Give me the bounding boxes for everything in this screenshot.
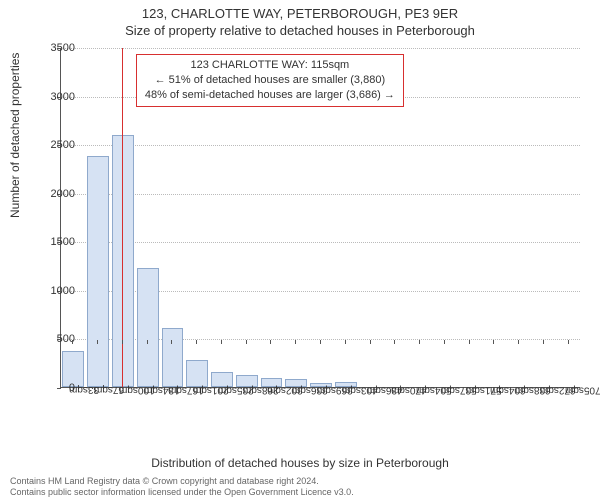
x-tick-mark xyxy=(568,340,569,344)
x-axis-label: Distribution of detached houses by size … xyxy=(0,456,600,470)
grid-line xyxy=(61,145,580,146)
marker-line xyxy=(122,48,123,387)
y-tick-label: 2000 xyxy=(35,188,75,200)
x-tick-mark xyxy=(518,340,519,344)
annotation-box: 123 CHARLOTTE WAY: 115sqm← 51% of detach… xyxy=(136,54,404,107)
y-tick-label: 1000 xyxy=(35,285,75,297)
grid-line xyxy=(61,242,580,243)
footer-line2: Contains public sector information licen… xyxy=(10,487,590,498)
bar xyxy=(162,328,184,387)
x-tick-mark xyxy=(72,340,73,344)
x-tick-mark xyxy=(122,340,123,344)
plot-area: 123 CHARLOTTE WAY: 115sqm← 51% of detach… xyxy=(60,48,580,388)
bar xyxy=(137,268,159,387)
grid-line xyxy=(61,194,580,195)
title-subtitle: Size of property relative to detached ho… xyxy=(0,23,600,38)
x-tick-mark xyxy=(394,340,395,344)
x-tick-mark xyxy=(444,340,445,344)
x-tick-mark xyxy=(543,340,544,344)
y-tick-label: 3000 xyxy=(35,91,75,103)
grid-line xyxy=(61,48,580,49)
title-address: 123, CHARLOTTE WAY, PETERBOROUGH, PE3 9E… xyxy=(0,6,600,21)
x-tick-mark xyxy=(469,340,470,344)
annotation-line: 48% of semi-detached houses are larger (… xyxy=(145,88,395,103)
y-tick-label: 500 xyxy=(35,333,75,345)
y-axis-label: Number of detached properties xyxy=(8,53,22,218)
x-tick-mark xyxy=(221,340,222,344)
x-tick-mark xyxy=(147,340,148,344)
x-tick-mark xyxy=(270,340,271,344)
bar xyxy=(186,360,208,387)
y-tick-label: 1500 xyxy=(35,236,75,248)
x-tick-mark xyxy=(97,340,98,344)
y-tick-label: 2500 xyxy=(35,139,75,151)
bar xyxy=(112,135,134,387)
x-tick-mark xyxy=(345,340,346,344)
x-tick-mark xyxy=(419,340,420,344)
chart: 123 CHARLOTTE WAY: 115sqm← 51% of detach… xyxy=(60,48,580,428)
title-block: 123, CHARLOTTE WAY, PETERBOROUGH, PE3 9E… xyxy=(0,0,600,38)
footer-line1: Contains HM Land Registry data © Crown c… xyxy=(10,476,590,487)
x-tick-mark xyxy=(493,340,494,344)
annotation-line: ← 51% of detached houses are smaller (3,… xyxy=(145,73,395,88)
x-tick-mark xyxy=(370,340,371,344)
footer: Contains HM Land Registry data © Crown c… xyxy=(0,476,600,499)
x-tick-mark xyxy=(171,340,172,344)
x-tick-mark xyxy=(295,340,296,344)
y-tick-label: 3500 xyxy=(35,42,75,54)
annotation-line: 123 CHARLOTTE WAY: 115sqm xyxy=(145,58,395,73)
bar xyxy=(87,156,109,387)
x-tick-mark xyxy=(196,340,197,344)
x-tick-mark xyxy=(320,340,321,344)
x-tick-mark xyxy=(246,340,247,344)
